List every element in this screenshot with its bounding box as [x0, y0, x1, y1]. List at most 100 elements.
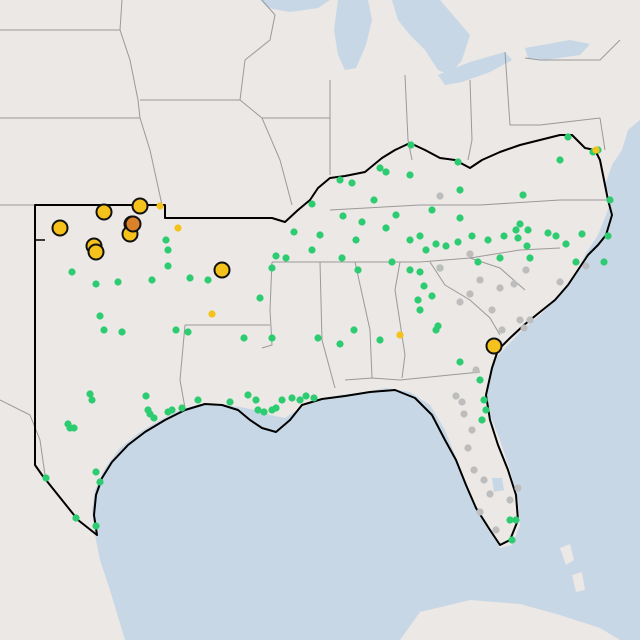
station-marker-gray[interactable] — [460, 410, 468, 418]
station-marker-yellow-small[interactable] — [396, 331, 404, 339]
station-marker-green[interactable] — [308, 246, 316, 254]
station-marker-green[interactable] — [260, 408, 268, 416]
station-marker-green[interactable] — [482, 406, 490, 414]
station-marker-green[interactable] — [282, 254, 290, 262]
station-marker-green[interactable] — [92, 468, 100, 476]
station-marker-green[interactable] — [442, 242, 450, 250]
station-marker-green[interactable] — [454, 158, 462, 166]
station-marker-green[interactable] — [519, 191, 527, 199]
station-marker-green[interactable] — [186, 274, 194, 282]
station-marker-gray[interactable] — [488, 306, 496, 314]
station-marker-green[interactable] — [523, 242, 531, 250]
station-marker-green[interactable] — [516, 220, 524, 228]
station-marker-yellow-large[interactable] — [51, 219, 69, 237]
station-marker-yellow-large[interactable] — [485, 337, 503, 355]
station-marker-green[interactable] — [148, 276, 156, 284]
station-marker-green[interactable] — [358, 218, 366, 226]
station-marker-green[interactable] — [506, 516, 514, 524]
station-marker-green[interactable] — [476, 376, 484, 384]
station-marker-green[interactable] — [354, 266, 362, 274]
station-marker-gray[interactable] — [472, 366, 480, 374]
station-marker-yellow-small[interactable] — [208, 310, 216, 318]
station-marker-green[interactable] — [72, 514, 80, 522]
station-marker-green[interactable] — [348, 179, 356, 187]
station-marker-green[interactable] — [178, 404, 186, 412]
station-marker-green[interactable] — [420, 282, 428, 290]
station-marker-green[interactable] — [500, 232, 508, 240]
station-marker-green[interactable] — [316, 231, 324, 239]
station-marker-green[interactable] — [350, 326, 358, 334]
station-marker-yellow-small[interactable] — [592, 146, 600, 154]
station-marker-yellow-large[interactable] — [95, 203, 113, 221]
station-marker-green[interactable] — [604, 232, 612, 240]
station-marker-green[interactable] — [456, 214, 464, 222]
station-marker-green[interactable] — [288, 394, 296, 402]
station-marker-yellow-large[interactable] — [213, 261, 231, 279]
station-marker-gray[interactable] — [464, 444, 472, 452]
station-marker-green[interactable] — [268, 334, 276, 342]
station-marker-green[interactable] — [606, 196, 614, 204]
station-marker-gray[interactable] — [452, 392, 460, 400]
station-marker-green[interactable] — [194, 396, 202, 404]
station-marker-green[interactable] — [564, 133, 572, 141]
station-marker-green[interactable] — [514, 234, 522, 242]
station-marker-green[interactable] — [272, 252, 280, 260]
station-marker-green[interactable] — [454, 238, 462, 246]
station-marker-green[interactable] — [388, 258, 396, 266]
station-marker-green[interactable] — [376, 164, 384, 172]
station-marker-green[interactable] — [314, 334, 322, 342]
station-marker-green[interactable] — [114, 278, 122, 286]
station-marker-green[interactable] — [600, 258, 608, 266]
station-marker-green[interactable] — [252, 396, 260, 404]
station-marker-gray[interactable] — [470, 466, 478, 474]
station-marker-green[interactable] — [552, 232, 560, 240]
station-marker-yellow-large[interactable] — [131, 197, 149, 215]
station-marker-gray[interactable] — [468, 426, 476, 434]
station-marker-green[interactable] — [456, 186, 464, 194]
station-marker-green[interactable] — [96, 312, 104, 320]
station-marker-gray[interactable] — [582, 262, 590, 270]
station-marker-green[interactable] — [70, 424, 78, 432]
station-marker-green[interactable] — [556, 156, 564, 164]
station-marker-green[interactable] — [310, 394, 318, 402]
station-marker-gray[interactable] — [556, 278, 564, 286]
station-marker-green[interactable] — [416, 268, 424, 276]
station-marker-green[interactable] — [406, 171, 414, 179]
station-marker-green[interactable] — [407, 141, 415, 149]
station-marker-gray[interactable] — [476, 508, 484, 516]
station-marker-gray[interactable] — [520, 324, 528, 332]
station-marker-green[interactable] — [184, 328, 192, 336]
station-marker-green[interactable] — [204, 276, 212, 284]
station-marker-green[interactable] — [428, 292, 436, 300]
station-marker-green[interactable] — [336, 340, 344, 348]
station-marker-green[interactable] — [42, 474, 50, 482]
station-marker-green[interactable] — [414, 296, 422, 304]
station-marker-green[interactable] — [164, 246, 172, 254]
station-marker-gray[interactable] — [498, 326, 506, 334]
station-marker-green[interactable] — [474, 258, 482, 266]
station-marker-gray[interactable] — [506, 496, 514, 504]
station-marker-green[interactable] — [562, 240, 570, 248]
station-marker-green[interactable] — [512, 226, 520, 234]
station-marker-green[interactable] — [478, 416, 486, 424]
station-marker-green[interactable] — [100, 326, 108, 334]
station-marker-green[interactable] — [336, 176, 344, 184]
station-marker-gray[interactable] — [466, 290, 474, 298]
station-marker-yellow-small[interactable] — [156, 202, 164, 210]
station-marker-green[interactable] — [578, 230, 586, 238]
station-marker-green[interactable] — [150, 414, 158, 422]
station-marker-green[interactable] — [92, 522, 100, 530]
station-marker-green[interactable] — [496, 254, 504, 262]
station-marker-green[interactable] — [278, 396, 286, 404]
station-marker-green[interactable] — [480, 396, 488, 404]
station-marker-green[interactable] — [338, 254, 346, 262]
station-marker-green[interactable] — [416, 306, 424, 314]
station-marker-green[interactable] — [406, 266, 414, 274]
station-marker-green[interactable] — [290, 228, 298, 236]
station-marker-green[interactable] — [544, 229, 552, 237]
station-marker-gray[interactable] — [526, 316, 534, 324]
station-marker-green[interactable] — [382, 224, 390, 232]
station-marker-green[interactable] — [244, 391, 252, 399]
station-marker-green[interactable] — [508, 536, 516, 544]
station-marker-green[interactable] — [86, 390, 94, 398]
